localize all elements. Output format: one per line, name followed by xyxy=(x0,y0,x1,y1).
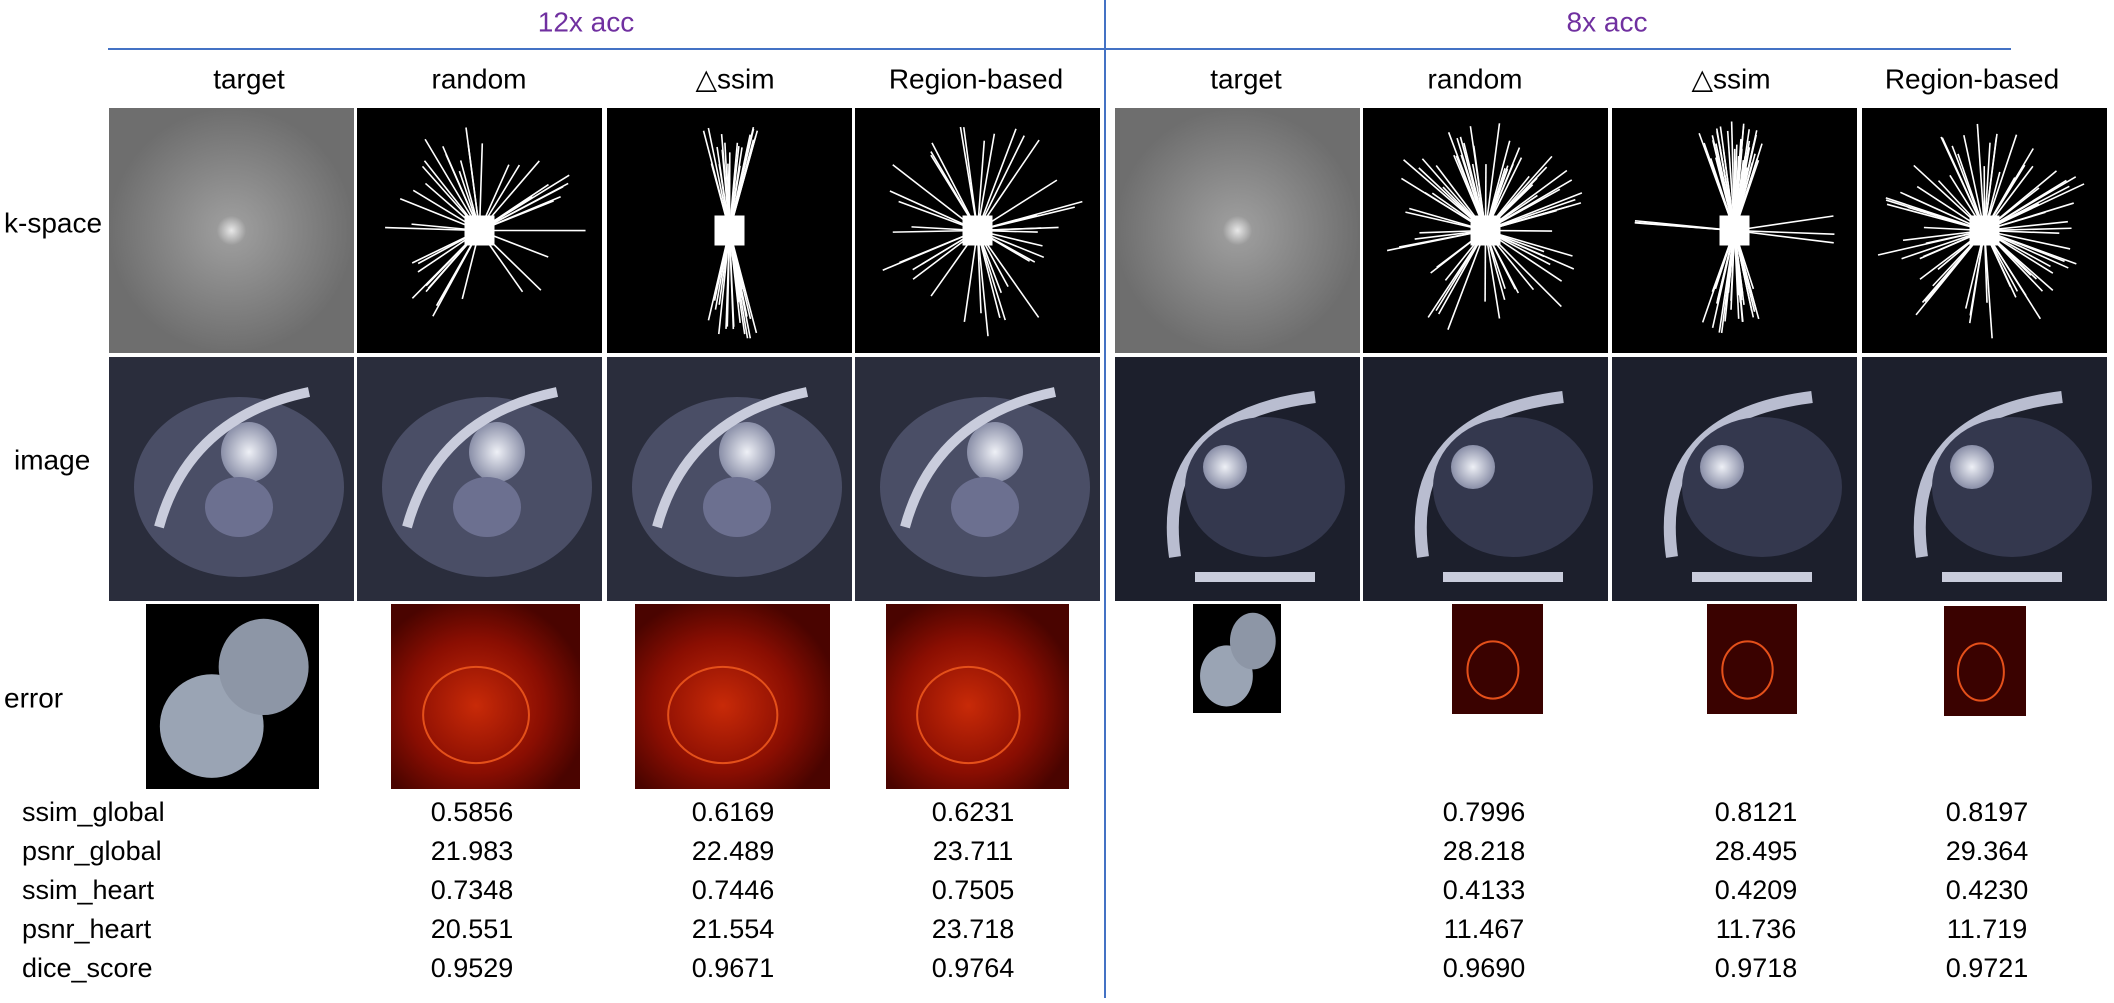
heart-crop xyxy=(1230,613,1276,670)
mr-body xyxy=(1185,417,1345,557)
error-map xyxy=(886,604,1069,789)
mr-table xyxy=(1443,572,1563,582)
error-map xyxy=(635,604,830,789)
column-header: △ssim xyxy=(1691,63,1770,94)
column-header: Region-based xyxy=(889,63,1063,94)
metric-name: psnr_heart xyxy=(22,914,152,944)
metric-value: 22.489 xyxy=(692,836,775,866)
kspace-target xyxy=(1115,108,1360,353)
metric-value: 21.983 xyxy=(431,836,514,866)
metric-value: 21.554 xyxy=(692,914,775,944)
metric-value: 0.9690 xyxy=(1443,953,1526,983)
mr-heart xyxy=(967,422,1023,482)
column-header: △ssim xyxy=(695,63,774,94)
kspace-center xyxy=(715,216,745,246)
metric-value: 0.6169 xyxy=(692,797,775,827)
metric-value: 28.495 xyxy=(1715,836,1798,866)
mr-heart xyxy=(469,422,525,482)
row-label: error xyxy=(4,682,63,713)
metric-value: 23.711 xyxy=(933,836,1014,866)
metric-value: 0.8121 xyxy=(1715,797,1798,827)
metric-value: 29.364 xyxy=(1946,836,2029,866)
metric-name: psnr_global xyxy=(22,836,162,866)
mr-table xyxy=(1942,572,2062,582)
mr-body xyxy=(1433,417,1593,557)
heart-crop xyxy=(219,619,309,715)
metric-value: 0.9671 xyxy=(692,953,775,983)
mr-heart xyxy=(205,477,273,537)
metric-value: 0.7446 xyxy=(692,875,775,905)
metric-value: 20.551 xyxy=(431,914,514,944)
mr-body xyxy=(1682,417,1842,557)
column-header: target xyxy=(1210,63,1282,94)
metric-value: 0.4209 xyxy=(1715,875,1798,905)
metric-value: 11.736 xyxy=(1716,914,1797,944)
kspace-center xyxy=(1471,216,1501,246)
mr-heart xyxy=(951,477,1019,537)
row-label: k-space xyxy=(4,207,102,238)
kspace-center xyxy=(1720,216,1750,246)
mr-heart xyxy=(221,422,277,482)
mr-heart xyxy=(1451,445,1495,489)
metric-value: 11.719 xyxy=(1947,914,2028,944)
metric-value: 23.718 xyxy=(932,914,1015,944)
column-header: random xyxy=(432,63,527,94)
column-header: target xyxy=(213,63,285,94)
kspace-center xyxy=(465,216,495,246)
metric-value: 0.5856 xyxy=(431,797,514,827)
kspace-center xyxy=(963,216,993,246)
metric-value: 0.8197 xyxy=(1946,797,2029,827)
metric-value: 0.9529 xyxy=(431,953,514,983)
metric-name: ssim_global xyxy=(22,797,165,827)
metric-name: dice_score xyxy=(22,953,153,983)
metric-value: 0.9718 xyxy=(1715,953,1798,983)
mr-body xyxy=(1932,417,2092,557)
metric-value: 0.4133 xyxy=(1443,875,1526,905)
mr-heart xyxy=(703,477,771,537)
metric-name: ssim_heart xyxy=(22,875,155,905)
mr-heart xyxy=(719,422,775,482)
column-header: Region-based xyxy=(1885,63,2059,94)
metric-value: 0.9764 xyxy=(932,953,1015,983)
metric-value: 0.7505 xyxy=(932,875,1015,905)
kspace-center xyxy=(1970,216,2000,246)
group-title: 12x acc xyxy=(538,6,635,37)
group-title: 8x acc xyxy=(1567,6,1648,37)
metric-value: 0.7348 xyxy=(431,875,514,905)
metric-value: 28.218 xyxy=(1443,836,1526,866)
mr-heart xyxy=(1203,445,1247,489)
metric-value: 0.9721 xyxy=(1946,953,2029,983)
mr-table xyxy=(1195,572,1315,582)
mr-table xyxy=(1692,572,1812,582)
metric-value: 0.7996 xyxy=(1443,797,1526,827)
metric-value: 0.4230 xyxy=(1946,875,2029,905)
metric-value: 11.467 xyxy=(1444,914,1525,944)
mr-heart xyxy=(453,477,521,537)
column-header: random xyxy=(1428,63,1523,94)
mr-heart xyxy=(1700,445,1744,489)
mr-heart xyxy=(1950,445,1994,489)
kspace-target xyxy=(109,108,354,353)
row-label: image xyxy=(14,444,90,475)
metric-value: 0.6231 xyxy=(932,797,1015,827)
error-map xyxy=(391,604,580,789)
